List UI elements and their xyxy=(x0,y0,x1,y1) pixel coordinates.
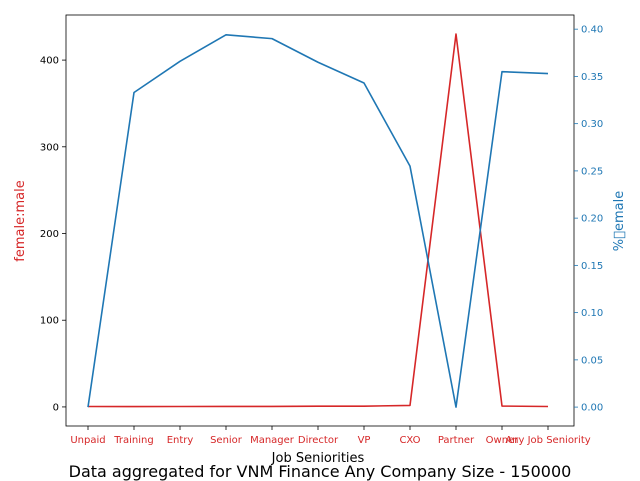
right-y-tick-label: 0.40 xyxy=(581,25,603,36)
right-axis-label: % emale xyxy=(612,191,627,251)
x-tick-label: Partner xyxy=(438,435,475,446)
right-y-tick-label: 0.20 xyxy=(581,214,603,225)
left-y-tick-label: 100 xyxy=(40,316,59,327)
right-y-tick-label: 0.35 xyxy=(581,72,603,83)
x-tick-label: Training xyxy=(113,435,153,446)
right-y-tick-label: 0.30 xyxy=(581,119,603,130)
female-male-ratio-line xyxy=(87,33,549,408)
x-tick-label: Owner xyxy=(486,435,520,446)
right-y-tick-label: 0.25 xyxy=(581,166,603,177)
chart-caption: Data aggregated for VNM Finance Any Comp… xyxy=(68,462,572,481)
percent-female-line xyxy=(87,34,549,408)
x-tick-label: VP xyxy=(358,435,371,446)
right-y-tick-label: 0.15 xyxy=(581,261,603,272)
x-tick-label: Senior xyxy=(210,435,243,446)
right-y-tick-label: 0.05 xyxy=(581,355,603,366)
x-tick-label: Director xyxy=(298,435,339,446)
x-tick-label: CXO xyxy=(399,435,420,446)
left-axis-label: female:male xyxy=(13,180,28,261)
x-tick-label: Entry xyxy=(167,435,194,446)
x-tick-label: Unpaid xyxy=(70,435,105,446)
x-tick-label: Manager xyxy=(250,435,295,446)
x-axis-label: Job Seniorities xyxy=(271,451,365,466)
left-y-tick-label: 200 xyxy=(40,229,59,240)
x-tick-label: Any Job Seniority xyxy=(505,435,590,446)
left-y-tick-label: 400 xyxy=(40,56,59,67)
plot-frame xyxy=(65,14,575,427)
right-y-tick-label: 0.10 xyxy=(581,308,603,319)
left-y-tick-label: 0 xyxy=(53,402,59,413)
right-y-tick-label: 0.00 xyxy=(581,403,603,414)
left-y-tick-label: 300 xyxy=(40,142,59,153)
